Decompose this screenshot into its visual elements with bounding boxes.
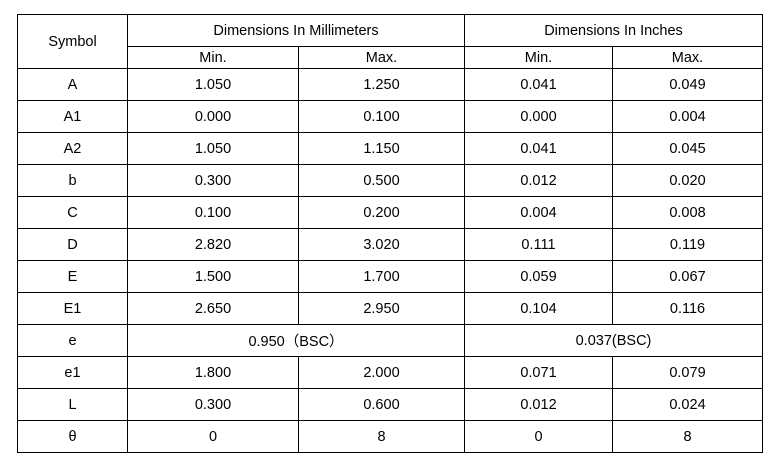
symbol-header: Symbol bbox=[17, 14, 128, 69]
table-row: b 0.300 0.500 0.012 0.020 bbox=[17, 164, 763, 197]
symbol-cell: C bbox=[17, 196, 128, 229]
in-max-header: Max. bbox=[612, 46, 763, 69]
symbol-cell: A2 bbox=[17, 132, 128, 165]
in-min-cell: 0.041 bbox=[464, 68, 613, 101]
mm-max-header: Max. bbox=[298, 46, 465, 69]
in-max-cell: 0.116 bbox=[612, 292, 763, 325]
mm-max-cell: 8 bbox=[298, 420, 465, 453]
table-row: θ 0 8 0 8 bbox=[17, 420, 763, 453]
mm-max-cell: 1.150 bbox=[298, 132, 465, 165]
mm-min-cell: 2.650 bbox=[127, 292, 299, 325]
mm-max-cell: 0.200 bbox=[298, 196, 465, 229]
symbol-cell: b bbox=[17, 164, 128, 197]
symbol-cell: e1 bbox=[17, 356, 128, 389]
in-min-cell: 0.012 bbox=[464, 388, 613, 421]
mm-min-cell: 1.050 bbox=[127, 132, 299, 165]
mm-min-cell: 2.820 bbox=[127, 228, 299, 261]
symbol-cell: A bbox=[17, 68, 128, 101]
table-row: e1 1.800 2.000 0.071 0.079 bbox=[17, 356, 763, 389]
mm-min-header: Min. bbox=[127, 46, 299, 69]
mm-max-cell: 0.600 bbox=[298, 388, 465, 421]
in-min-cell: 0.059 bbox=[464, 260, 613, 293]
in-max-cell: 0.119 bbox=[612, 228, 763, 261]
mm-max-cell: 3.020 bbox=[298, 228, 465, 261]
dimensions-table: Symbol Dimensions In Millimeters Dimensi… bbox=[17, 14, 763, 453]
in-max-cell: 0.004 bbox=[612, 100, 763, 133]
header-row-subcolumns: Min. Max. Min. Max. bbox=[18, 46, 763, 69]
mm-min-cell: 0.300 bbox=[127, 388, 299, 421]
table-row: A2 1.050 1.150 0.041 0.045 bbox=[17, 132, 763, 165]
mm-max-cell: 0.500 bbox=[298, 164, 465, 197]
in-min-cell: 0.012 bbox=[464, 164, 613, 197]
mm-min-cell: 0.000 bbox=[127, 100, 299, 133]
mm-max-cell: 2.950 bbox=[298, 292, 465, 325]
header-row-groups: Symbol Dimensions In Millimeters Dimensi… bbox=[17, 14, 763, 69]
in-min-header: Min. bbox=[464, 46, 613, 69]
in-max-cell: 0.024 bbox=[612, 388, 763, 421]
in-max-cell: 0.045 bbox=[612, 132, 763, 165]
inch-group-header: Dimensions In Inches bbox=[464, 14, 763, 47]
symbol-cell: e bbox=[17, 324, 128, 357]
mm-group-header: Dimensions In Millimeters bbox=[127, 14, 465, 47]
mm-max-cell: 1.250 bbox=[298, 68, 465, 101]
in-min-cell: 0.111 bbox=[464, 228, 613, 261]
in-max-cell: 0.049 bbox=[612, 68, 763, 101]
mm-min-cell: 1.500 bbox=[127, 260, 299, 293]
symbol-cell: D bbox=[17, 228, 128, 261]
in-bsc-cell: 0.037(BSC) bbox=[464, 324, 763, 357]
mm-bsc-cell: 0.950（BSC） bbox=[127, 324, 465, 357]
mm-max-cell: 2.000 bbox=[298, 356, 465, 389]
symbol-cell: E bbox=[17, 260, 128, 293]
table-body: A 1.050 1.250 0.041 0.049 A1 0.000 0.100… bbox=[17, 68, 763, 453]
table-row: D 2.820 3.020 0.111 0.119 bbox=[17, 228, 763, 261]
mm-min-cell: 0.300 bbox=[127, 164, 299, 197]
in-min-cell: 0.104 bbox=[464, 292, 613, 325]
table-row: E 1.500 1.700 0.059 0.067 bbox=[17, 260, 763, 293]
table-row: e 0.950（BSC） 0.037(BSC) bbox=[17, 324, 763, 357]
in-max-cell: 0.008 bbox=[612, 196, 763, 229]
in-max-cell: 0.079 bbox=[612, 356, 763, 389]
symbol-cell: L bbox=[17, 388, 128, 421]
in-max-cell: 0.067 bbox=[612, 260, 763, 293]
mm-min-cell: 1.800 bbox=[127, 356, 299, 389]
symbol-cell: A1 bbox=[17, 100, 128, 133]
mm-min-cell: 1.050 bbox=[127, 68, 299, 101]
table-row: A1 0.000 0.100 0.000 0.004 bbox=[17, 100, 763, 133]
table-row: L 0.300 0.600 0.012 0.024 bbox=[17, 388, 763, 421]
in-min-cell: 0.004 bbox=[464, 196, 613, 229]
table-header: Symbol Dimensions In Millimeters Dimensi… bbox=[17, 14, 763, 69]
table-row: C 0.100 0.200 0.004 0.008 bbox=[17, 196, 763, 229]
in-min-cell: 0.041 bbox=[464, 132, 613, 165]
symbol-cell: E1 bbox=[17, 292, 128, 325]
in-max-cell: 8 bbox=[612, 420, 763, 453]
table-row: E1 2.650 2.950 0.104 0.116 bbox=[17, 292, 763, 325]
mm-max-cell: 1.700 bbox=[298, 260, 465, 293]
in-min-cell: 0.071 bbox=[464, 356, 613, 389]
mm-max-cell: 0.100 bbox=[298, 100, 465, 133]
mm-min-cell: 0.100 bbox=[127, 196, 299, 229]
mm-min-cell: 0 bbox=[127, 420, 299, 453]
in-min-cell: 0 bbox=[464, 420, 613, 453]
table-row: A 1.050 1.250 0.041 0.049 bbox=[17, 68, 763, 101]
in-min-cell: 0.000 bbox=[464, 100, 613, 133]
in-max-cell: 0.020 bbox=[612, 164, 763, 197]
symbol-cell: θ bbox=[17, 420, 128, 453]
